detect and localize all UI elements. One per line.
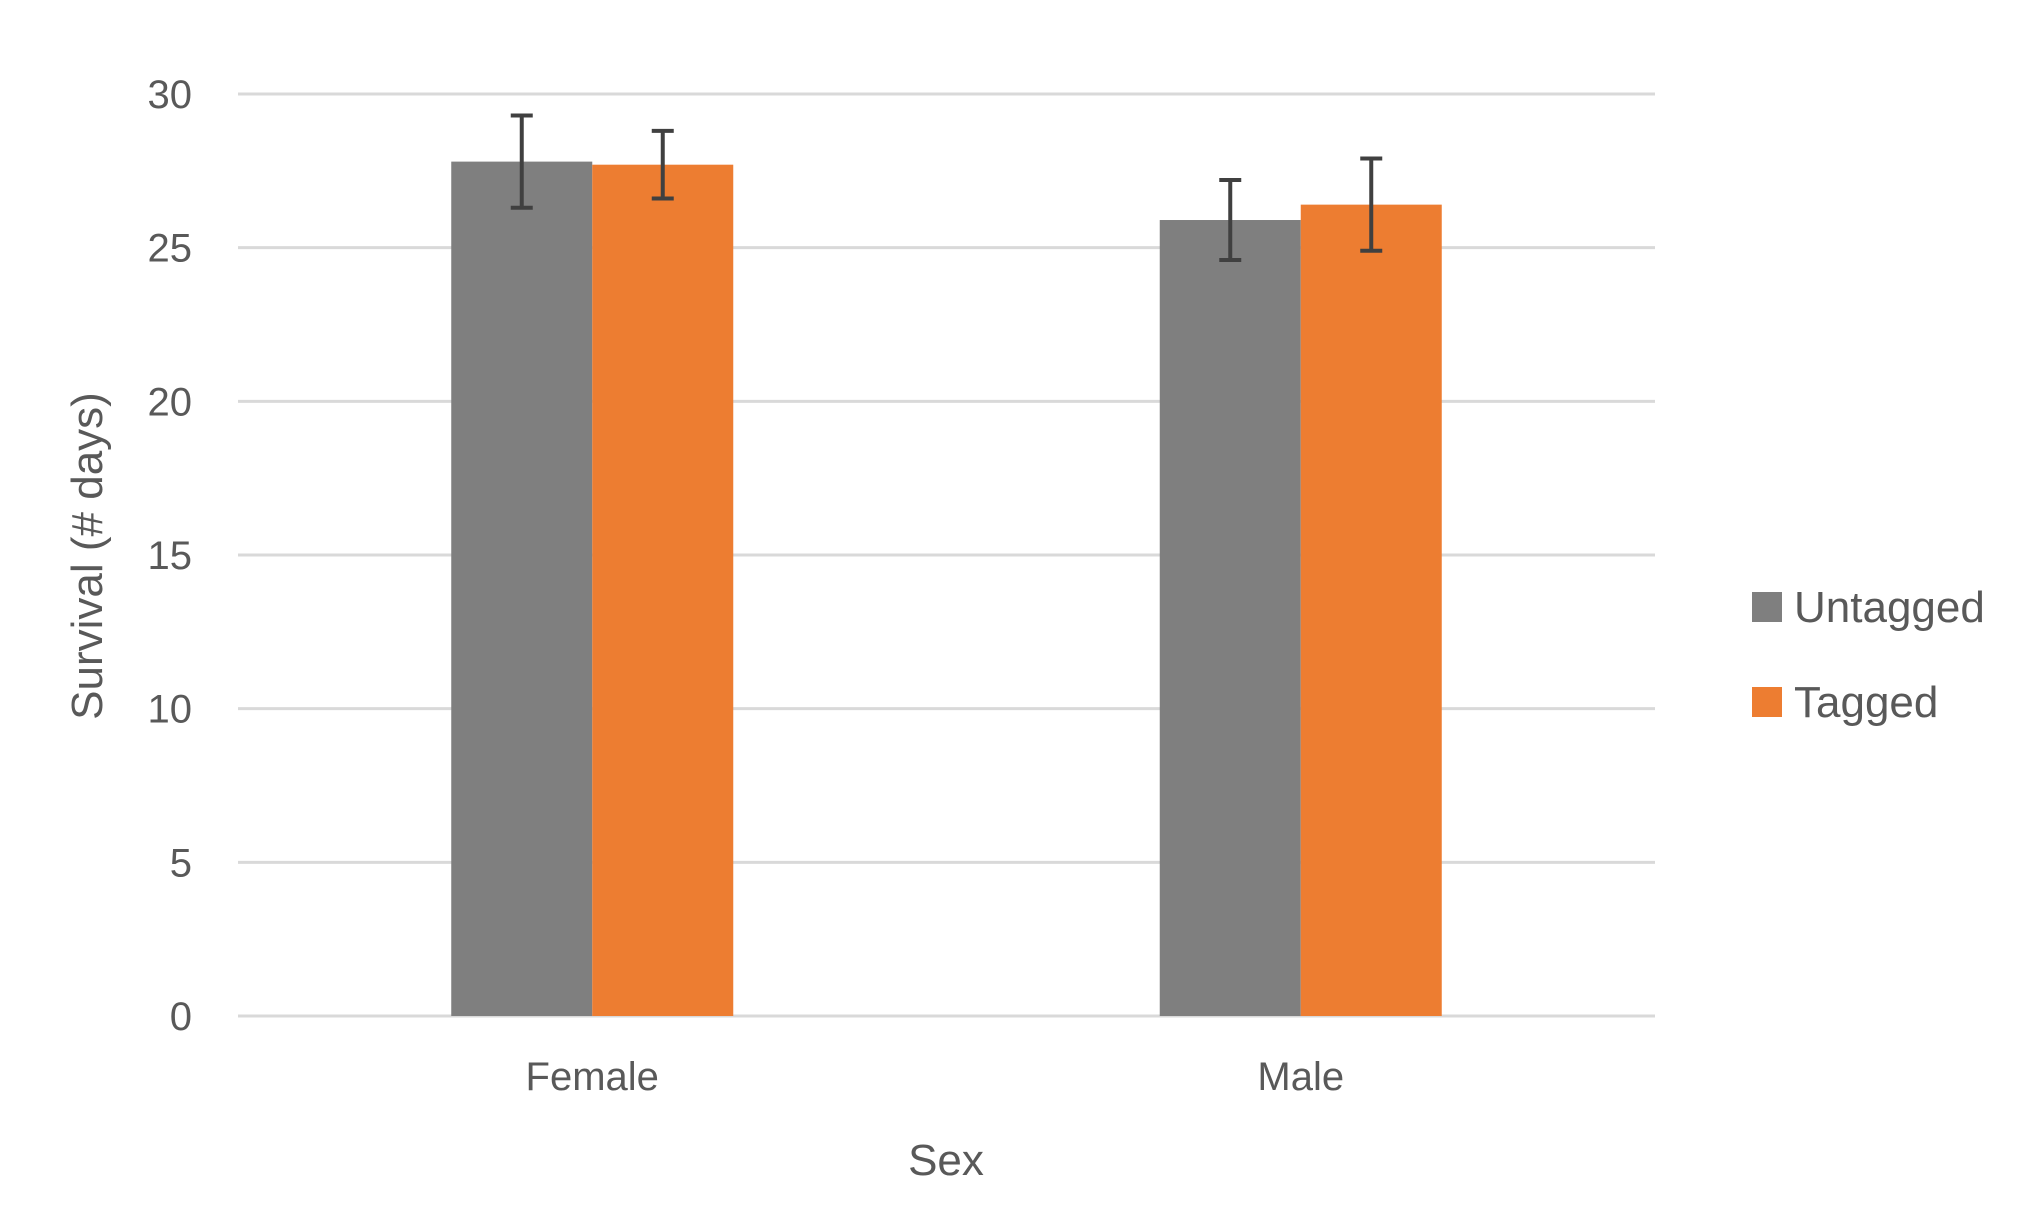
legend-swatch	[1752, 592, 1782, 622]
y-tick-label: 20	[148, 380, 193, 424]
bar-tagged-male	[1300, 204, 1442, 1016]
legend-item-untagged: Untagged	[1752, 583, 1985, 632]
bar-tagged-female	[592, 164, 734, 1017]
bar-untagged-female	[451, 161, 593, 1016]
legend-swatch	[1752, 687, 1782, 717]
y-axis-title: Survival (# days)	[63, 392, 112, 720]
error-bars	[510, 113, 1383, 262]
bar-untagged-male	[1159, 220, 1301, 1017]
y-tick-label: 5	[170, 841, 192, 885]
y-axis-ticks: 0 5 10 15 20 25 30	[148, 73, 193, 1039]
y-tick-label: 15	[148, 534, 193, 578]
y-tick-label: 30	[148, 73, 193, 117]
x-tick-label: Female	[526, 1055, 659, 1099]
bars	[451, 161, 1442, 1017]
error-bar-untagged-female	[510, 113, 533, 210]
legend-label: Tagged	[1794, 678, 1938, 727]
legend-item-tagged: Tagged	[1752, 678, 1938, 727]
error-bar-tagged-male	[1360, 156, 1383, 253]
y-tick-label: 0	[170, 995, 192, 1039]
y-tick-label: 25	[148, 227, 193, 271]
error-bar-untagged-male	[1219, 178, 1242, 262]
x-axis-title: Sex	[908, 1136, 984, 1185]
legend-label: Untagged	[1794, 583, 1985, 632]
y-tick-label: 10	[148, 688, 193, 732]
error-bar-tagged-female	[651, 128, 674, 201]
x-axis-ticks: Female Male	[526, 1055, 1345, 1099]
legend: Untagged Tagged	[1752, 583, 1985, 727]
x-tick-label: Male	[1257, 1055, 1344, 1099]
gridlines	[238, 92, 1655, 1018]
